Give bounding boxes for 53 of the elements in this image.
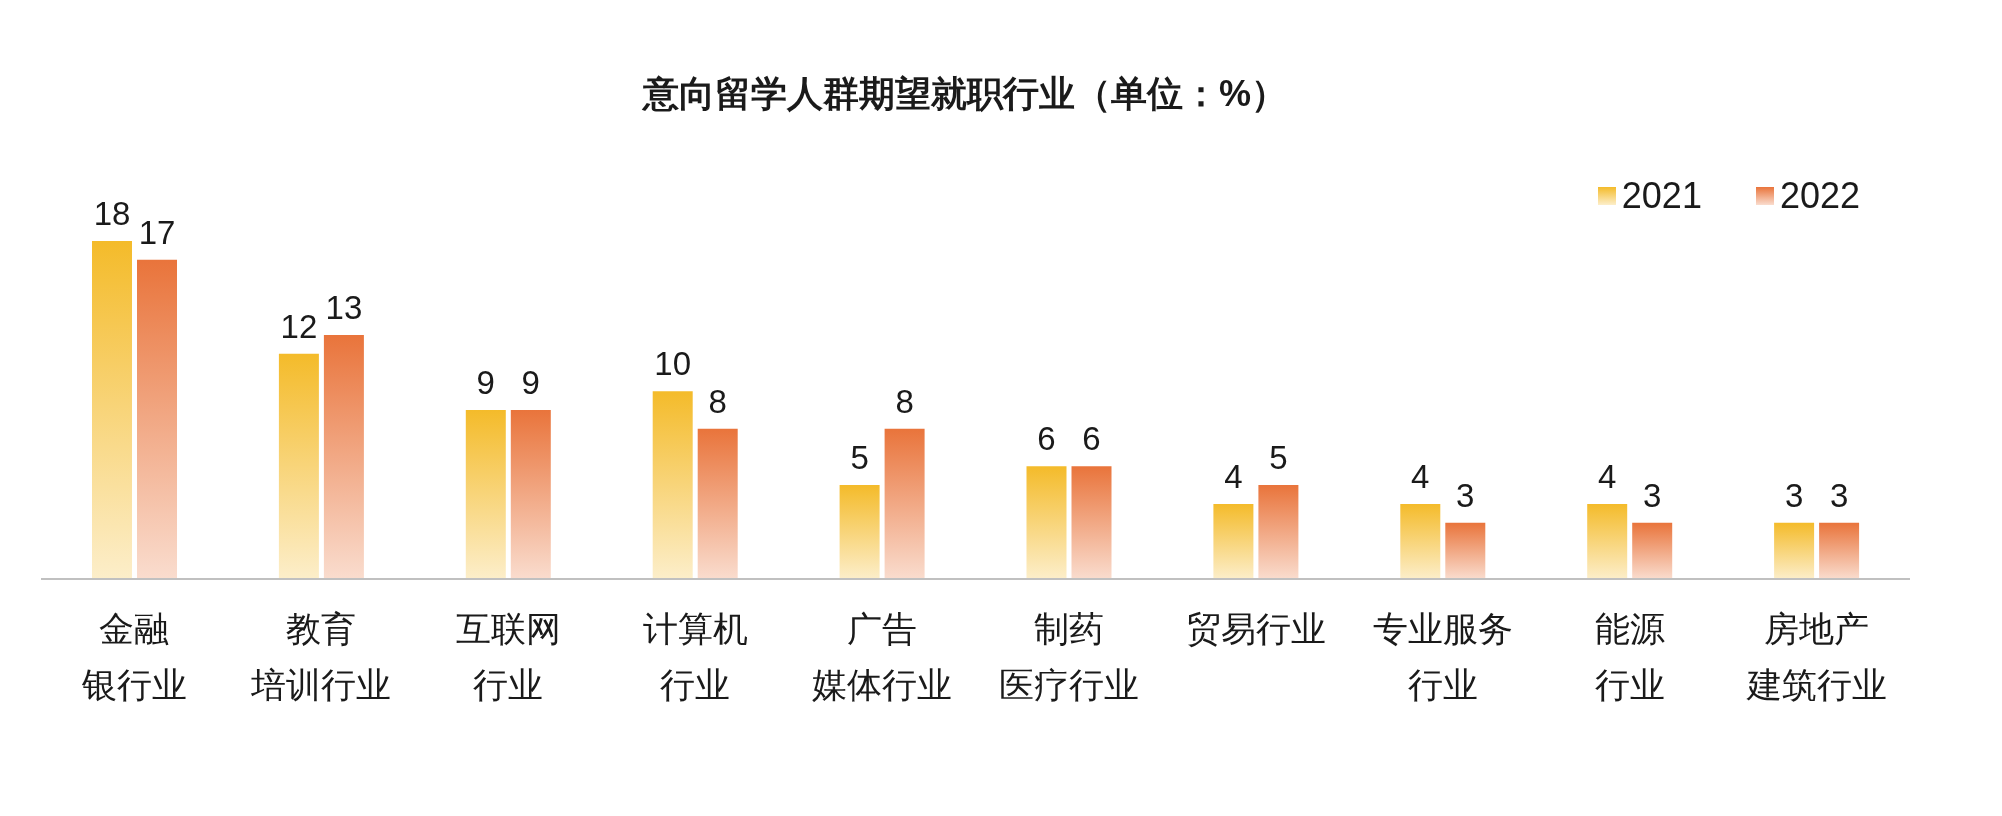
data-label: 6	[1082, 420, 1101, 458]
bar	[137, 259, 177, 579]
bar	[1587, 503, 1628, 579]
x-tick-label: 专业服务行业	[1372, 609, 1513, 704]
bar	[465, 410, 506, 579]
x-tick-label: 能源行业	[1594, 609, 1665, 704]
data-label: 4	[1224, 457, 1243, 495]
x-tick-label: 互联网行业	[455, 609, 561, 704]
data-label: 18	[93, 195, 131, 232]
bar	[1071, 466, 1112, 579]
x-tick-label: 教育培训行业	[250, 609, 392, 704]
data-label: 4	[1598, 457, 1617, 495]
data-label: 3	[1829, 476, 1849, 514]
bar	[1026, 466, 1067, 579]
data-label: 13	[325, 288, 363, 326]
bar	[278, 353, 319, 579]
legend-label: 2021	[1621, 175, 1702, 217]
bar	[1774, 522, 1815, 579]
x-tick-label: 房地产建筑行业	[1745, 609, 1887, 704]
data-label: 8	[895, 382, 914, 420]
data-label: 3	[1784, 476, 1804, 514]
x-tick-label: 金融银行业	[80, 609, 187, 704]
bar	[1632, 522, 1673, 579]
x-tick-label: 贸易行业	[1185, 609, 1326, 648]
data-label: 4	[1411, 457, 1430, 495]
data-label: 3	[1456, 476, 1475, 514]
chart-title: 意向留学人群期望就职行业（单位：%）	[641, 72, 1288, 116]
bar	[1258, 485, 1299, 579]
data-label: 5	[1269, 439, 1288, 477]
legend-label: 2022	[1779, 175, 1860, 217]
data-label: 9	[476, 364, 495, 401]
bar	[839, 485, 880, 579]
data-label: 12	[280, 307, 318, 345]
x-tick-label: 制药医疗行业	[998, 609, 1139, 704]
bar	[652, 391, 693, 579]
bar	[510, 410, 551, 579]
bar	[1400, 503, 1441, 579]
data-label: 6	[1037, 420, 1056, 458]
bar	[1445, 522, 1486, 579]
data-label: 10	[654, 345, 692, 383]
data-label: 3	[1643, 476, 1662, 514]
x-tick-label: 广告媒体行业	[812, 609, 953, 704]
bar	[1213, 503, 1254, 579]
data-label: 5	[850, 439, 869, 477]
data-label: 17	[138, 213, 176, 251]
bar	[1819, 522, 1860, 579]
bar	[697, 428, 738, 579]
bar	[323, 334, 364, 579]
x-tick-label: 计算机行业	[642, 609, 748, 704]
data-label: 8	[708, 382, 727, 420]
bar	[884, 428, 925, 579]
bar	[92, 241, 132, 579]
data-label: 9	[521, 364, 540, 401]
